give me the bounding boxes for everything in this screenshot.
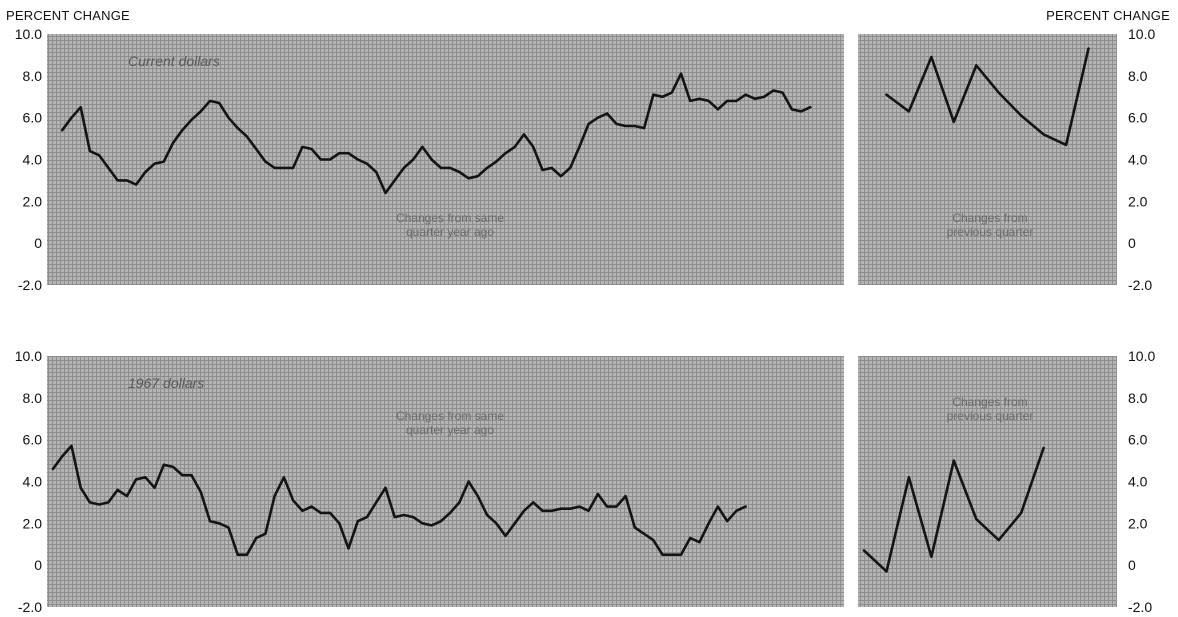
y-axis-label-left: PERCENT CHANGE xyxy=(6,8,130,23)
y-axis-label-right: PERCENT CHANGE xyxy=(1046,8,1170,23)
y-tick-label: 2.0 xyxy=(23,515,43,531)
chart-panel-2: 10.0 8.0 6.0 4.0 2.0 0 -2.0 Changes frompreviou… xyxy=(858,26,1155,293)
panel-annotation: quarter year ago xyxy=(406,225,494,239)
y-tick-label: -2.0 xyxy=(18,599,42,615)
y-tick-label: 4.0 xyxy=(1128,474,1148,490)
y-tick-label: -2.0 xyxy=(18,277,42,293)
chart-panel-3: 10.0 8.0 6.0 4.0 2.0 0 -2.0 1967 dollars Changes… xyxy=(15,348,844,615)
y-tick-label: 0 xyxy=(34,235,42,251)
chart-panel-4: 10.0 8.0 6.0 4.0 2.0 0 -2.0 Changes frompreviou… xyxy=(858,348,1155,615)
panel-annotation: Changes from xyxy=(952,211,1027,225)
panel-annotation: previous quarter xyxy=(947,225,1034,239)
y-tick-label: 0 xyxy=(1128,557,1136,573)
series-line xyxy=(862,446,1045,573)
y-tick-label: 6.0 xyxy=(1128,110,1148,126)
panel-title: Current dollars xyxy=(128,53,220,69)
y-tick-label: 6.0 xyxy=(1128,432,1148,448)
chart-panel-1: 10.0 8.0 6.0 4.0 2.0 0 -2.0 Current dollars Chan… xyxy=(15,26,844,293)
y-tick-label: 8.0 xyxy=(23,390,43,406)
y-tick-label: 6.0 xyxy=(23,110,43,126)
panel-annotation: Changes from xyxy=(952,395,1027,409)
plot-area xyxy=(47,34,844,285)
y-tick-label: 10.0 xyxy=(15,26,42,42)
panel-title: 1967 dollars xyxy=(128,375,204,391)
panel-annotation: Changes from same xyxy=(396,409,504,423)
series-line xyxy=(885,47,1090,147)
panel-annotation: Changes from same xyxy=(396,211,504,225)
y-tick-label: 8.0 xyxy=(23,68,43,84)
plot-area xyxy=(47,356,844,607)
panel-annotation: quarter year ago xyxy=(406,423,494,437)
y-tick-label: 4.0 xyxy=(1128,152,1148,168)
y-tick-label: -2.0 xyxy=(1128,599,1152,615)
y-tick-label: 0 xyxy=(34,557,42,573)
series-line xyxy=(51,444,747,557)
y-tick-label: 10.0 xyxy=(1128,26,1155,42)
y-tick-label: -2.0 xyxy=(1128,277,1152,293)
y-tick-label: 2.0 xyxy=(1128,193,1148,209)
y-tick-label: 2.0 xyxy=(1128,515,1148,531)
y-tick-label: 6.0 xyxy=(23,432,43,448)
y-tick-label: 4.0 xyxy=(23,474,43,490)
y-tick-label: 8.0 xyxy=(1128,68,1148,84)
panel-annotation: previous quarter xyxy=(947,409,1034,423)
y-tick-label: 4.0 xyxy=(23,152,43,168)
y-tick-label: 10.0 xyxy=(15,348,42,364)
y-tick-label: 10.0 xyxy=(1128,348,1155,364)
plot-area xyxy=(858,34,1117,285)
y-tick-label: 0 xyxy=(1128,235,1136,251)
y-tick-label: 2.0 xyxy=(23,193,43,209)
y-tick-label: 8.0 xyxy=(1128,390,1148,406)
plot-area xyxy=(858,356,1117,607)
series-line xyxy=(60,72,812,195)
